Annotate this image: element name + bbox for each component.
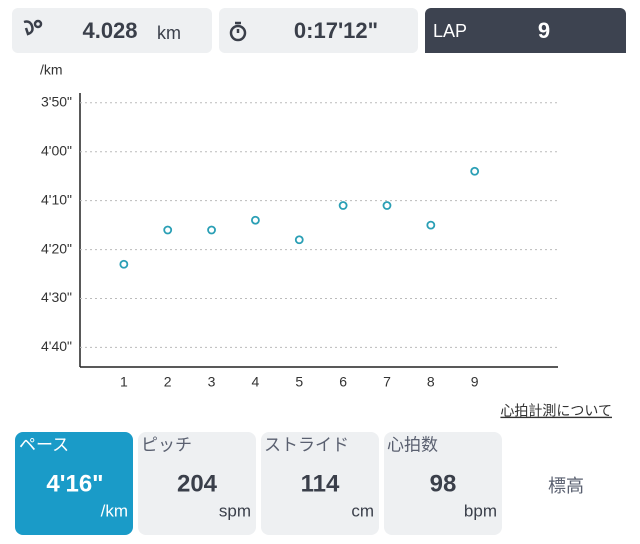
tab-label: ペース	[19, 435, 69, 454]
y-tick-label: 4'00"	[41, 142, 72, 158]
tab-pace[interactable]	[15, 432, 133, 535]
tab-stride[interactable]	[261, 432, 379, 535]
distance-icon	[23, 19, 43, 36]
distance-value: 4.028	[82, 18, 137, 43]
pace-point	[470, 166, 480, 176]
tab-value: 114	[301, 470, 340, 497]
x-tick-label: 8	[427, 374, 435, 390]
time-box	[219, 8, 418, 53]
tab-pitch[interactable]	[138, 432, 256, 535]
pace-point	[338, 201, 348, 210]
y-tick-label: 4'30"	[41, 289, 72, 305]
x-tick-label: 7	[383, 374, 391, 390]
x-tick-label: 5	[295, 374, 303, 390]
tab-value: 98	[430, 470, 457, 497]
pace-point	[294, 235, 304, 245]
x-tick-label: 6	[339, 374, 347, 390]
y-tick-label: 4'10"	[41, 191, 72, 207]
y-axis-label: /km	[40, 62, 63, 78]
lap-value: 9	[538, 18, 550, 43]
distance-unit: km	[157, 23, 181, 43]
y-tick-label: 3'50"	[41, 93, 72, 109]
pace-point	[251, 215, 260, 225]
pace-point	[119, 259, 129, 269]
tab-value: 4'16"	[46, 470, 103, 497]
y-tick-label: 4'20"	[41, 240, 72, 256]
tab-elevation[interactable]: 標高	[548, 476, 584, 496]
tab-unit: bpm	[464, 501, 497, 520]
x-tick-label: 2	[164, 374, 172, 390]
time-icon	[229, 21, 247, 42]
pace-point	[382, 201, 392, 210]
tab-label: 心拍数	[387, 435, 438, 454]
pace-point	[426, 220, 436, 230]
x-tick-label: 4	[252, 374, 260, 390]
tab-unit: spm	[219, 501, 251, 520]
tab-label: ストライド	[264, 435, 349, 454]
chart: /km 3'50" 4'00" 4'10" 4'20" 4'30" 4'40" 1 2 3 4 5 6…	[40, 62, 558, 390]
tab-value: 204	[177, 470, 218, 497]
pace-point	[163, 225, 173, 235]
pace-point	[207, 225, 216, 235]
x-tick-label: 3	[208, 374, 216, 390]
x-tick-label: 1	[120, 374, 128, 390]
x-tick-label: 9	[471, 374, 479, 390]
time-value: 0:17'12"	[294, 18, 378, 43]
y-tick-label: 4'40"	[41, 338, 72, 354]
lap-box	[425, 8, 626, 53]
distance-box	[12, 8, 212, 53]
tab-label: ピッチ	[141, 435, 192, 454]
lap-label: LAP	[433, 21, 467, 41]
tab-heart-rate[interactable]	[384, 432, 502, 535]
tab-unit: cm	[351, 501, 374, 520]
heart-rate-link[interactable]: 心拍計測について	[500, 403, 612, 419]
tab-unit: /km	[101, 501, 128, 520]
